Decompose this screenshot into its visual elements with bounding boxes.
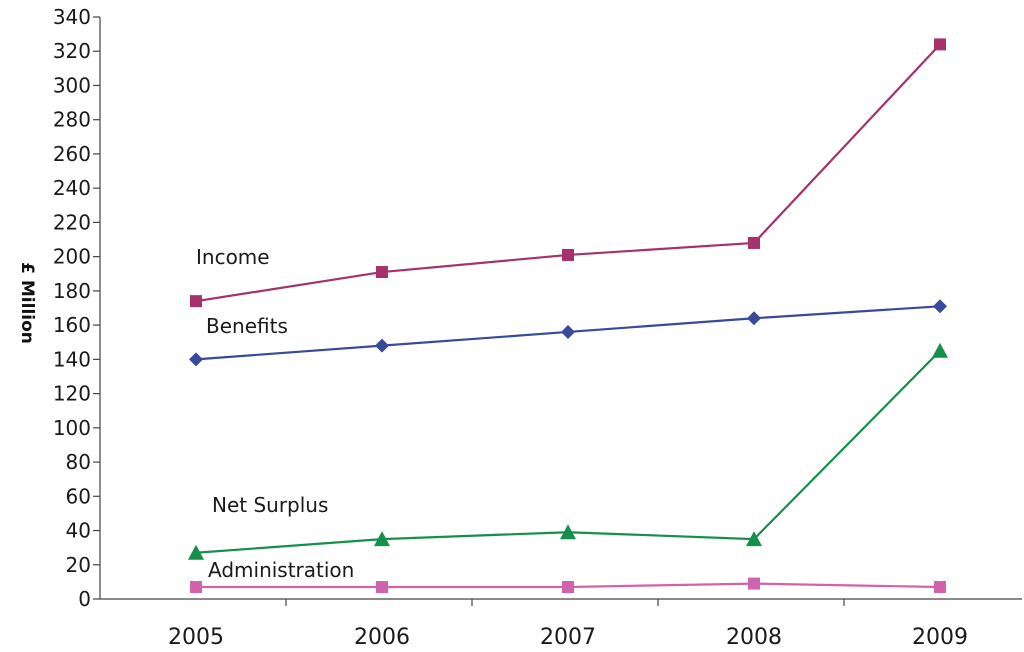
y-tick-label: 160 [53,313,91,337]
y-tick-label: 140 [53,347,91,371]
y-tick-label: 20 [66,553,91,577]
x-tick-label: 2009 [912,625,968,650]
data-point [560,524,576,540]
y-tick-label: 40 [66,519,91,543]
x-axis-ticks: 2005 2006 2007 2008 2009 [168,599,968,650]
series-label-administration: Administration [208,558,354,582]
x-tick-label: 2005 [168,625,224,650]
series-layer [188,38,948,594]
data-point [376,266,388,279]
series-line-net-surplus [195,350,941,554]
data-point [561,324,575,339]
y-tick-label: 100 [53,416,91,440]
y-tick-label: 340 [53,5,91,29]
series-line-income [195,43,941,303]
y-tick-label: 0 [78,587,91,611]
x-tick-label: 2008 [726,625,782,650]
series-income [190,38,946,308]
series-label-net-surplus: Net Surplus [212,493,328,517]
data-point [189,352,203,367]
series-administration [190,577,946,594]
y-tick-label: 260 [53,142,91,166]
x-tick-label: 2006 [354,625,410,650]
series-net-surplus [188,342,948,560]
y-axis-ticks: 0 20 40 60 80 100 120 140 160 180 200 220 240 260 280 3… [53,5,100,611]
data-point [934,581,946,594]
data-point [746,531,762,547]
y-tick-label: 320 [53,39,91,63]
y-tick-label: 300 [53,73,91,97]
series-label-income: Income [196,245,270,269]
y-tick-label: 280 [53,108,91,132]
data-point [375,338,389,353]
x-tick-label: 2007 [540,625,596,650]
data-point [374,531,390,547]
y-tick-label: 80 [66,450,91,474]
series-labels: Income Benefits Net Surplus Administration [196,245,354,582]
data-point [562,248,574,261]
data-point [748,236,760,249]
data-point [190,295,202,308]
y-axis-title: £ Million [17,262,37,344]
y-tick-label: 180 [53,279,91,303]
y-tick-label: 120 [53,382,91,406]
data-point [934,38,946,51]
data-point [932,342,948,358]
y-tick-label: 200 [53,245,91,269]
data-point [747,311,761,326]
series-benefits [189,299,947,367]
data-point [190,581,202,594]
y-tick-label: 60 [66,484,91,508]
data-point [748,577,760,590]
data-point [376,581,388,594]
data-point [188,544,204,560]
y-tick-label: 220 [53,210,91,234]
data-point [562,581,574,594]
y-tick-label: 240 [53,176,91,200]
series-label-benefits: Benefits [206,314,288,338]
data-point [933,299,947,314]
